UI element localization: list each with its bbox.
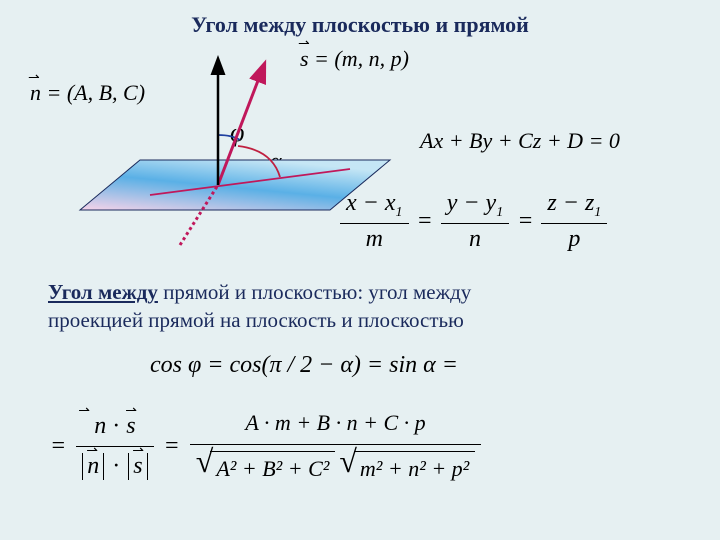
- arrow-icon: ⇀: [28, 70, 40, 87]
- plane-equation: Ax + By + Cz + D = 0: [420, 128, 620, 154]
- eq-sign: =: [517, 208, 533, 235]
- frac-y: y − y1 n: [441, 190, 510, 253]
- diagram-svg: [40, 50, 420, 250]
- caption-rest2: проекцией прямой на плоскость и плоскост…: [48, 308, 464, 332]
- caption: Угол между прямой и плоскостью: угол меж…: [48, 278, 700, 335]
- arrow-icon: ⇀: [132, 443, 144, 460]
- frac-ns: ⇀ n · ⇀s ⇀ n · ⇀ s: [76, 413, 153, 480]
- arrow-icon: ⇀: [86, 443, 98, 460]
- formula-line1: cos φ = cos(π / 2 − α) = sin α =: [150, 352, 458, 379]
- eq-sign: =: [50, 433, 66, 460]
- arrow-icon: ⇀: [78, 403, 90, 420]
- arrow-icon: ⇀: [125, 403, 137, 420]
- caption-bold: Угол между: [48, 280, 158, 304]
- sqrt1: √ A² + B² + C²: [196, 451, 336, 482]
- frac-z: z − z1 p: [541, 190, 607, 253]
- eq-sign: =: [164, 433, 180, 460]
- frac-big: A · m + B · n + C · p √ A² + B² + C² √ m…: [190, 410, 482, 482]
- sqrt2: √ m² + n² + p²: [339, 451, 475, 482]
- caption-rest1: прямой и плоскостью: угол между: [158, 280, 471, 304]
- formula-line2: = ⇀ n · ⇀s ⇀ n · ⇀ s = A · m + B · n + C…: [50, 410, 481, 482]
- page-title: Угол между плоскостью и прямой: [0, 12, 720, 38]
- diagram: [40, 50, 420, 250]
- plane-shape: [80, 160, 390, 210]
